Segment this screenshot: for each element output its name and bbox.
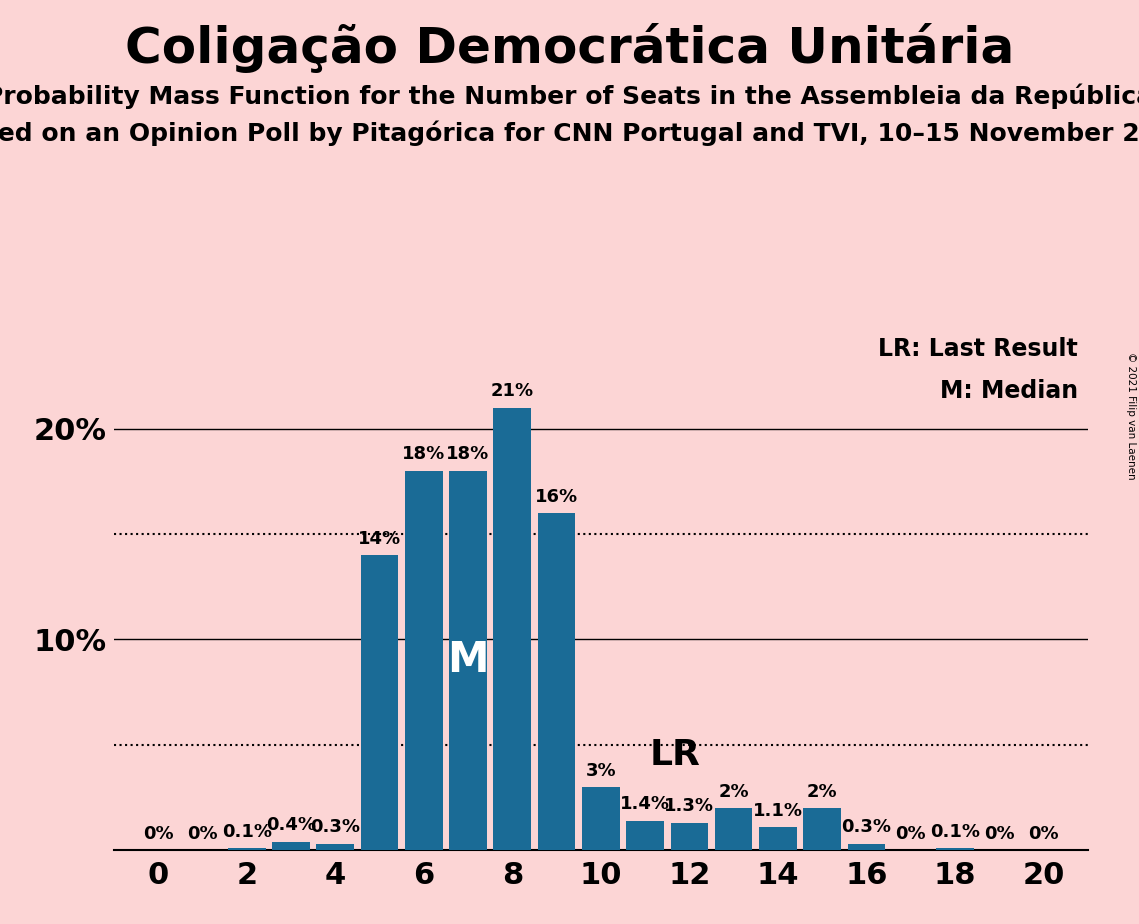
- Text: 1.1%: 1.1%: [753, 801, 803, 820]
- Bar: [936, 848, 974, 850]
- Text: 14%: 14%: [358, 529, 401, 548]
- Text: 1.3%: 1.3%: [664, 797, 714, 815]
- Bar: [538, 513, 575, 850]
- Bar: [759, 827, 796, 850]
- Text: 0%: 0%: [895, 825, 926, 843]
- Text: 0%: 0%: [142, 825, 173, 843]
- Bar: [582, 787, 620, 850]
- Text: © 2021 Filip van Laenen: © 2021 Filip van Laenen: [1125, 352, 1136, 480]
- Text: LR: LR: [649, 738, 700, 772]
- Text: M: M: [448, 639, 489, 682]
- Text: Coligação Democrática Unitária: Coligação Democrática Unitária: [125, 23, 1014, 73]
- Bar: [626, 821, 664, 850]
- Bar: [671, 822, 708, 850]
- Text: 0%: 0%: [984, 825, 1015, 843]
- Text: 0.4%: 0.4%: [267, 816, 316, 834]
- Text: 21%: 21%: [491, 383, 534, 400]
- Text: Based on an Opinion Poll by Pitagórica for CNN Portugal and TVI, 10–15 November : Based on an Opinion Poll by Pitagórica f…: [0, 120, 1139, 146]
- Text: 1.4%: 1.4%: [620, 796, 670, 813]
- Text: 2%: 2%: [719, 783, 749, 800]
- Bar: [361, 555, 399, 850]
- Text: 0.3%: 0.3%: [310, 819, 360, 836]
- Text: 2%: 2%: [806, 783, 837, 800]
- Bar: [272, 842, 310, 850]
- Text: 16%: 16%: [535, 488, 579, 505]
- Bar: [803, 808, 841, 850]
- Bar: [317, 844, 354, 850]
- Text: 18%: 18%: [446, 445, 490, 464]
- Bar: [715, 808, 753, 850]
- Text: LR: Last Result: LR: Last Result: [878, 336, 1077, 360]
- Text: 0%: 0%: [187, 825, 218, 843]
- Bar: [449, 471, 486, 850]
- Bar: [228, 848, 265, 850]
- Text: 0.1%: 0.1%: [929, 822, 980, 841]
- Text: 0.3%: 0.3%: [842, 819, 892, 836]
- Text: 0.1%: 0.1%: [222, 822, 272, 841]
- Bar: [405, 471, 443, 850]
- Text: Probability Mass Function for the Number of Seats in the Assembleia da República: Probability Mass Function for the Number…: [0, 83, 1139, 109]
- Bar: [847, 844, 885, 850]
- Text: M: Median: M: Median: [940, 379, 1077, 403]
- Text: 0%: 0%: [1029, 825, 1059, 843]
- Text: 3%: 3%: [585, 761, 616, 780]
- Bar: [493, 407, 531, 850]
- Text: 18%: 18%: [402, 445, 445, 464]
